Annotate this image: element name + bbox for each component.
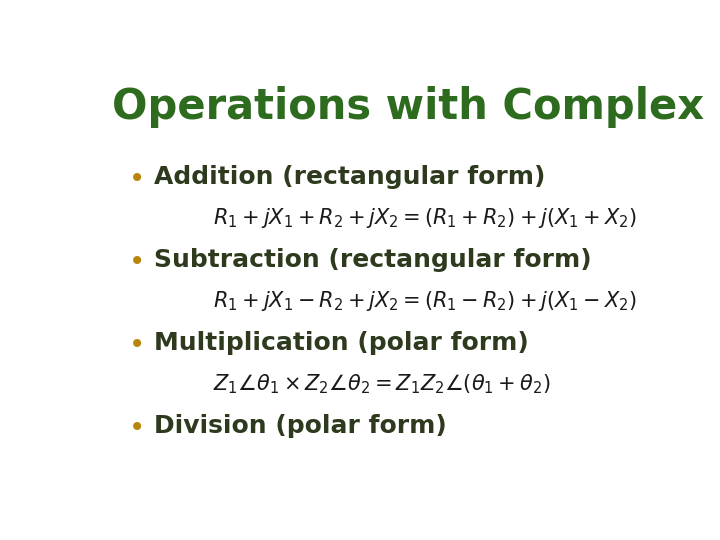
Text: •: • (129, 331, 145, 359)
Text: $R_1+jX_1 + R_2+jX_2 = (R_1+R_2)+j(X_1+X_2)$: $R_1+jX_1 + R_2+jX_2 = (R_1+R_2)+j(X_1+X… (213, 206, 636, 230)
Text: $Z_1\angle\theta_1 \times Z_2\angle\theta_2 = Z_1Z_2\angle(\theta_1 + \theta_2)$: $Z_1\angle\theta_1 \times Z_2\angle\thet… (213, 373, 550, 396)
Text: •: • (129, 248, 145, 276)
Text: Subtraction (rectangular form): Subtraction (rectangular form) (154, 248, 592, 272)
Text: Division (polar form): Division (polar form) (154, 414, 447, 438)
Text: Multiplication (polar form): Multiplication (polar form) (154, 331, 529, 355)
Text: •: • (129, 165, 145, 193)
Text: •: • (129, 414, 145, 442)
Text: Addition (rectangular form): Addition (rectangular form) (154, 165, 546, 188)
Text: Operations with Complex Expressions: Operations with Complex Expressions (112, 85, 720, 127)
Text: $R_1+jX_1 - R_2+jX_2 = (R_1-R_2)+j(X_1-X_2)$: $R_1+jX_1 - R_2+jX_2 = (R_1-R_2)+j(X_1-X… (213, 289, 636, 313)
